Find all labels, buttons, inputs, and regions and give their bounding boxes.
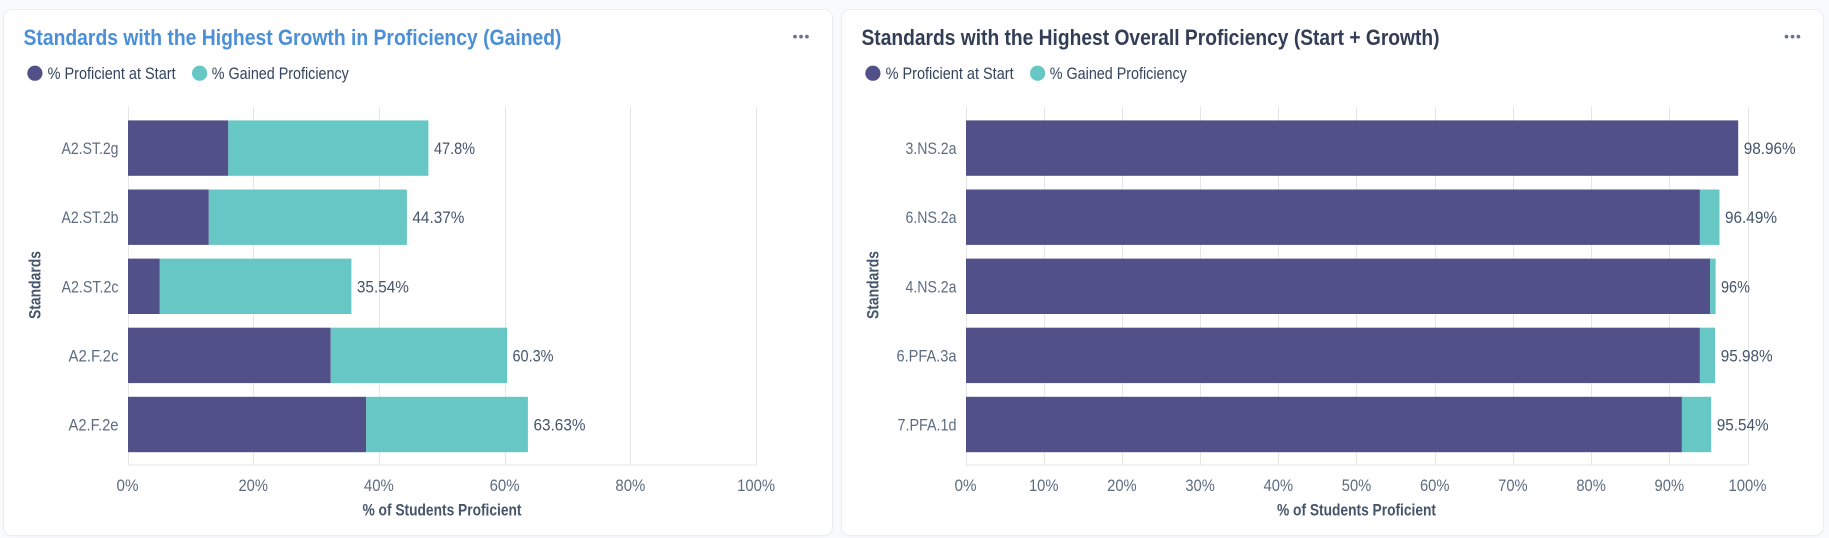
svg-text:A2.F.2c: A2.F.2c — [69, 346, 119, 365]
svg-text:% of Students Proficient: % of Students Proficient — [1277, 502, 1436, 520]
svg-text:40%: 40% — [364, 476, 394, 495]
svg-text:44.37%: 44.37% — [412, 208, 464, 227]
svg-text:60%: 60% — [1419, 476, 1449, 495]
svg-text:100%: 100% — [1728, 476, 1766, 495]
svg-text:A2.ST.2c: A2.ST.2c — [62, 277, 119, 296]
svg-text:% Proficient at Start: % Proficient at Start — [48, 65, 176, 83]
svg-text:6.PFA.3a: 6.PFA.3a — [896, 346, 956, 365]
svg-text:60.3%: 60.3% — [513, 346, 554, 365]
svg-text:A2.ST.2b: A2.ST.2b — [62, 208, 119, 227]
svg-text:60%: 60% — [490, 476, 520, 495]
svg-text:A2.ST.2g: A2.ST.2g — [62, 139, 119, 158]
svg-text:80%: 80% — [1576, 476, 1606, 495]
svg-text:63.63%: 63.63% — [534, 416, 586, 435]
svg-text:98.96%: 98.96% — [1743, 139, 1795, 158]
svg-text:40%: 40% — [1263, 476, 1293, 495]
svg-text:% Gained Proficiency: % Gained Proficiency — [1049, 65, 1187, 83]
svg-text:50%: 50% — [1341, 476, 1371, 495]
svg-text:% Gained Proficiency: % Gained Proficiency — [212, 65, 350, 83]
svg-text:7.PFA.1d: 7.PFA.1d — [897, 416, 956, 435]
svg-text:Standards: Standards — [864, 251, 882, 319]
svg-text:80%: 80% — [615, 476, 645, 495]
svg-text:0%: 0% — [117, 476, 139, 495]
svg-text:90%: 90% — [1654, 476, 1684, 495]
svg-text:3.NS.2a: 3.NS.2a — [905, 139, 956, 158]
svg-text:96.49%: 96.49% — [1725, 208, 1777, 227]
svg-text:47.8%: 47.8% — [434, 139, 475, 158]
svg-text:% of Students Proficient: % of Students Proficient — [363, 502, 522, 520]
svg-text:100%: 100% — [737, 476, 775, 495]
svg-text:Standards with the Highest Ove: Standards with the Highest Overall Profi… — [861, 25, 1439, 50]
svg-text:20%: 20% — [238, 476, 268, 495]
svg-text:10%: 10% — [1028, 476, 1058, 495]
svg-text:6.NS.2a: 6.NS.2a — [905, 208, 956, 227]
svg-text:4.NS.2a: 4.NS.2a — [905, 277, 956, 296]
svg-text:A2.F.2e: A2.F.2e — [69, 416, 119, 435]
svg-text:Standards: Standards — [27, 251, 45, 319]
svg-text:20%: 20% — [1107, 476, 1137, 495]
svg-text:35.54%: 35.54% — [357, 277, 409, 296]
svg-text:95.54%: 95.54% — [1716, 416, 1768, 435]
svg-text:70%: 70% — [1498, 476, 1528, 495]
svg-text:% Proficient at Start: % Proficient at Start — [885, 65, 1013, 83]
svg-text:0%: 0% — [954, 476, 976, 495]
svg-text:95.98%: 95.98% — [1720, 346, 1772, 365]
svg-text:Standards with the Highest Gro: Standards with the Highest Growth in Pro… — [24, 25, 562, 50]
svg-text:30%: 30% — [1185, 476, 1215, 495]
svg-text:96%: 96% — [1721, 277, 1750, 296]
